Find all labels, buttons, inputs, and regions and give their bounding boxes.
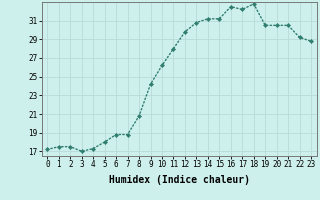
X-axis label: Humidex (Indice chaleur): Humidex (Indice chaleur) <box>109 175 250 185</box>
